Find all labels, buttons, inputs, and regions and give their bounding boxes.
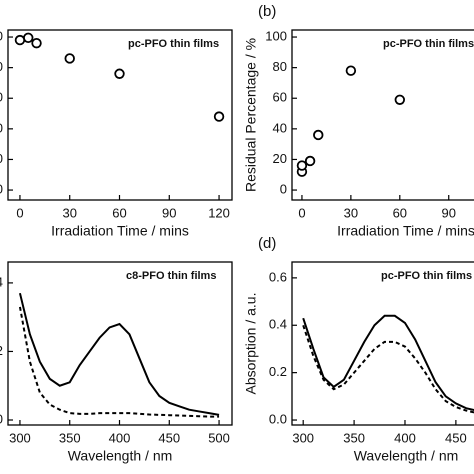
y-tick-label: 40 [273, 120, 287, 135]
x-tick-label: 30 [62, 205, 76, 220]
data-point [304, 155, 316, 167]
y-tick-label: 0.2 [0, 343, 3, 358]
y-tick-label: 0.4 [269, 317, 287, 332]
data-point [31, 37, 42, 49]
spectrum-line [302, 314, 474, 412]
y-tick-label: 0 [280, 181, 287, 196]
data-point [296, 160, 308, 171]
x-tick-label: 400 [109, 430, 131, 445]
x-tick-label: 450 [445, 430, 467, 445]
x-axis-label: Irradiation Time / mins [51, 223, 189, 239]
data-point [394, 94, 406, 105]
x-tick-label: 90 [441, 205, 455, 220]
x-tick-label: 60 [393, 205, 407, 220]
annotation: pc-PFO thin films [381, 270, 472, 282]
x-tick-label: 300 [9, 430, 31, 445]
x-tick-label: 120 [208, 205, 230, 220]
x-tick-label: 0 [298, 205, 305, 220]
x-axis-label: Wavelength / nm [68, 448, 173, 464]
x-tick-label: 450 [158, 430, 180, 445]
data-point [114, 68, 125, 79]
y-tick-label: 0.0 [0, 411, 3, 426]
annotation: c8-PFO thin films [126, 270, 216, 282]
y-axis-label: Residual Percentage / % [243, 38, 259, 192]
x-tick-label: 0 [16, 205, 23, 220]
y-tick-label: 80 [273, 59, 287, 74]
x-axis-label: Wavelength / nm [354, 448, 459, 464]
x-tick-label: 60 [112, 205, 126, 220]
y-tick-label: 60 [0, 90, 3, 105]
y-tick-label: 100 [265, 28, 287, 43]
x-tick-label: 30 [344, 205, 358, 220]
panel-label: (d) [258, 235, 276, 252]
x-tick-label: 90 [162, 205, 176, 220]
plot-frame [291, 29, 474, 201]
x-tick-label: 300 [292, 430, 314, 445]
plot-frame [291, 261, 474, 426]
annotation: pc-PFO thin films [128, 38, 219, 50]
data-point [14, 34, 26, 46]
plot-frame [7, 29, 233, 201]
spectrum-line [302, 324, 474, 414]
x-tick-label: 350 [343, 430, 365, 445]
y-tick-label: 100 [0, 28, 3, 43]
x-tick-label: 400 [394, 430, 416, 445]
plot-frame [7, 261, 233, 426]
x-axis-label: Irradiation Time / mins [337, 223, 474, 239]
y-tick-label: 0.6 [269, 269, 287, 284]
spectrum-line [18, 292, 220, 416]
y-tick-label: 0.2 [269, 364, 287, 379]
spectrum-line [18, 306, 220, 418]
data-point [345, 65, 357, 76]
y-tick-label: 60 [273, 90, 287, 105]
y-tick-label: 0.0 [269, 411, 287, 426]
data-point [313, 129, 324, 141]
y-tick-label: 20 [0, 151, 3, 166]
annotation: pc-PFO thin films [383, 38, 474, 50]
y-tick-label: 0 [0, 181, 3, 196]
x-tick-label: 500 [208, 430, 230, 445]
data-point [64, 53, 75, 64]
y-axis-label: Absorption / a.u. [243, 293, 259, 395]
y-tick-label: 80 [0, 59, 3, 74]
y-tick-label: 40 [0, 120, 3, 135]
data-point [213, 111, 225, 122]
x-tick-label: 350 [59, 430, 81, 445]
y-tick-label: 20 [273, 151, 287, 166]
y-tick-label: 0.4 [0, 274, 3, 289]
panel-label: (b) [258, 3, 276, 20]
data-point [23, 32, 34, 44]
